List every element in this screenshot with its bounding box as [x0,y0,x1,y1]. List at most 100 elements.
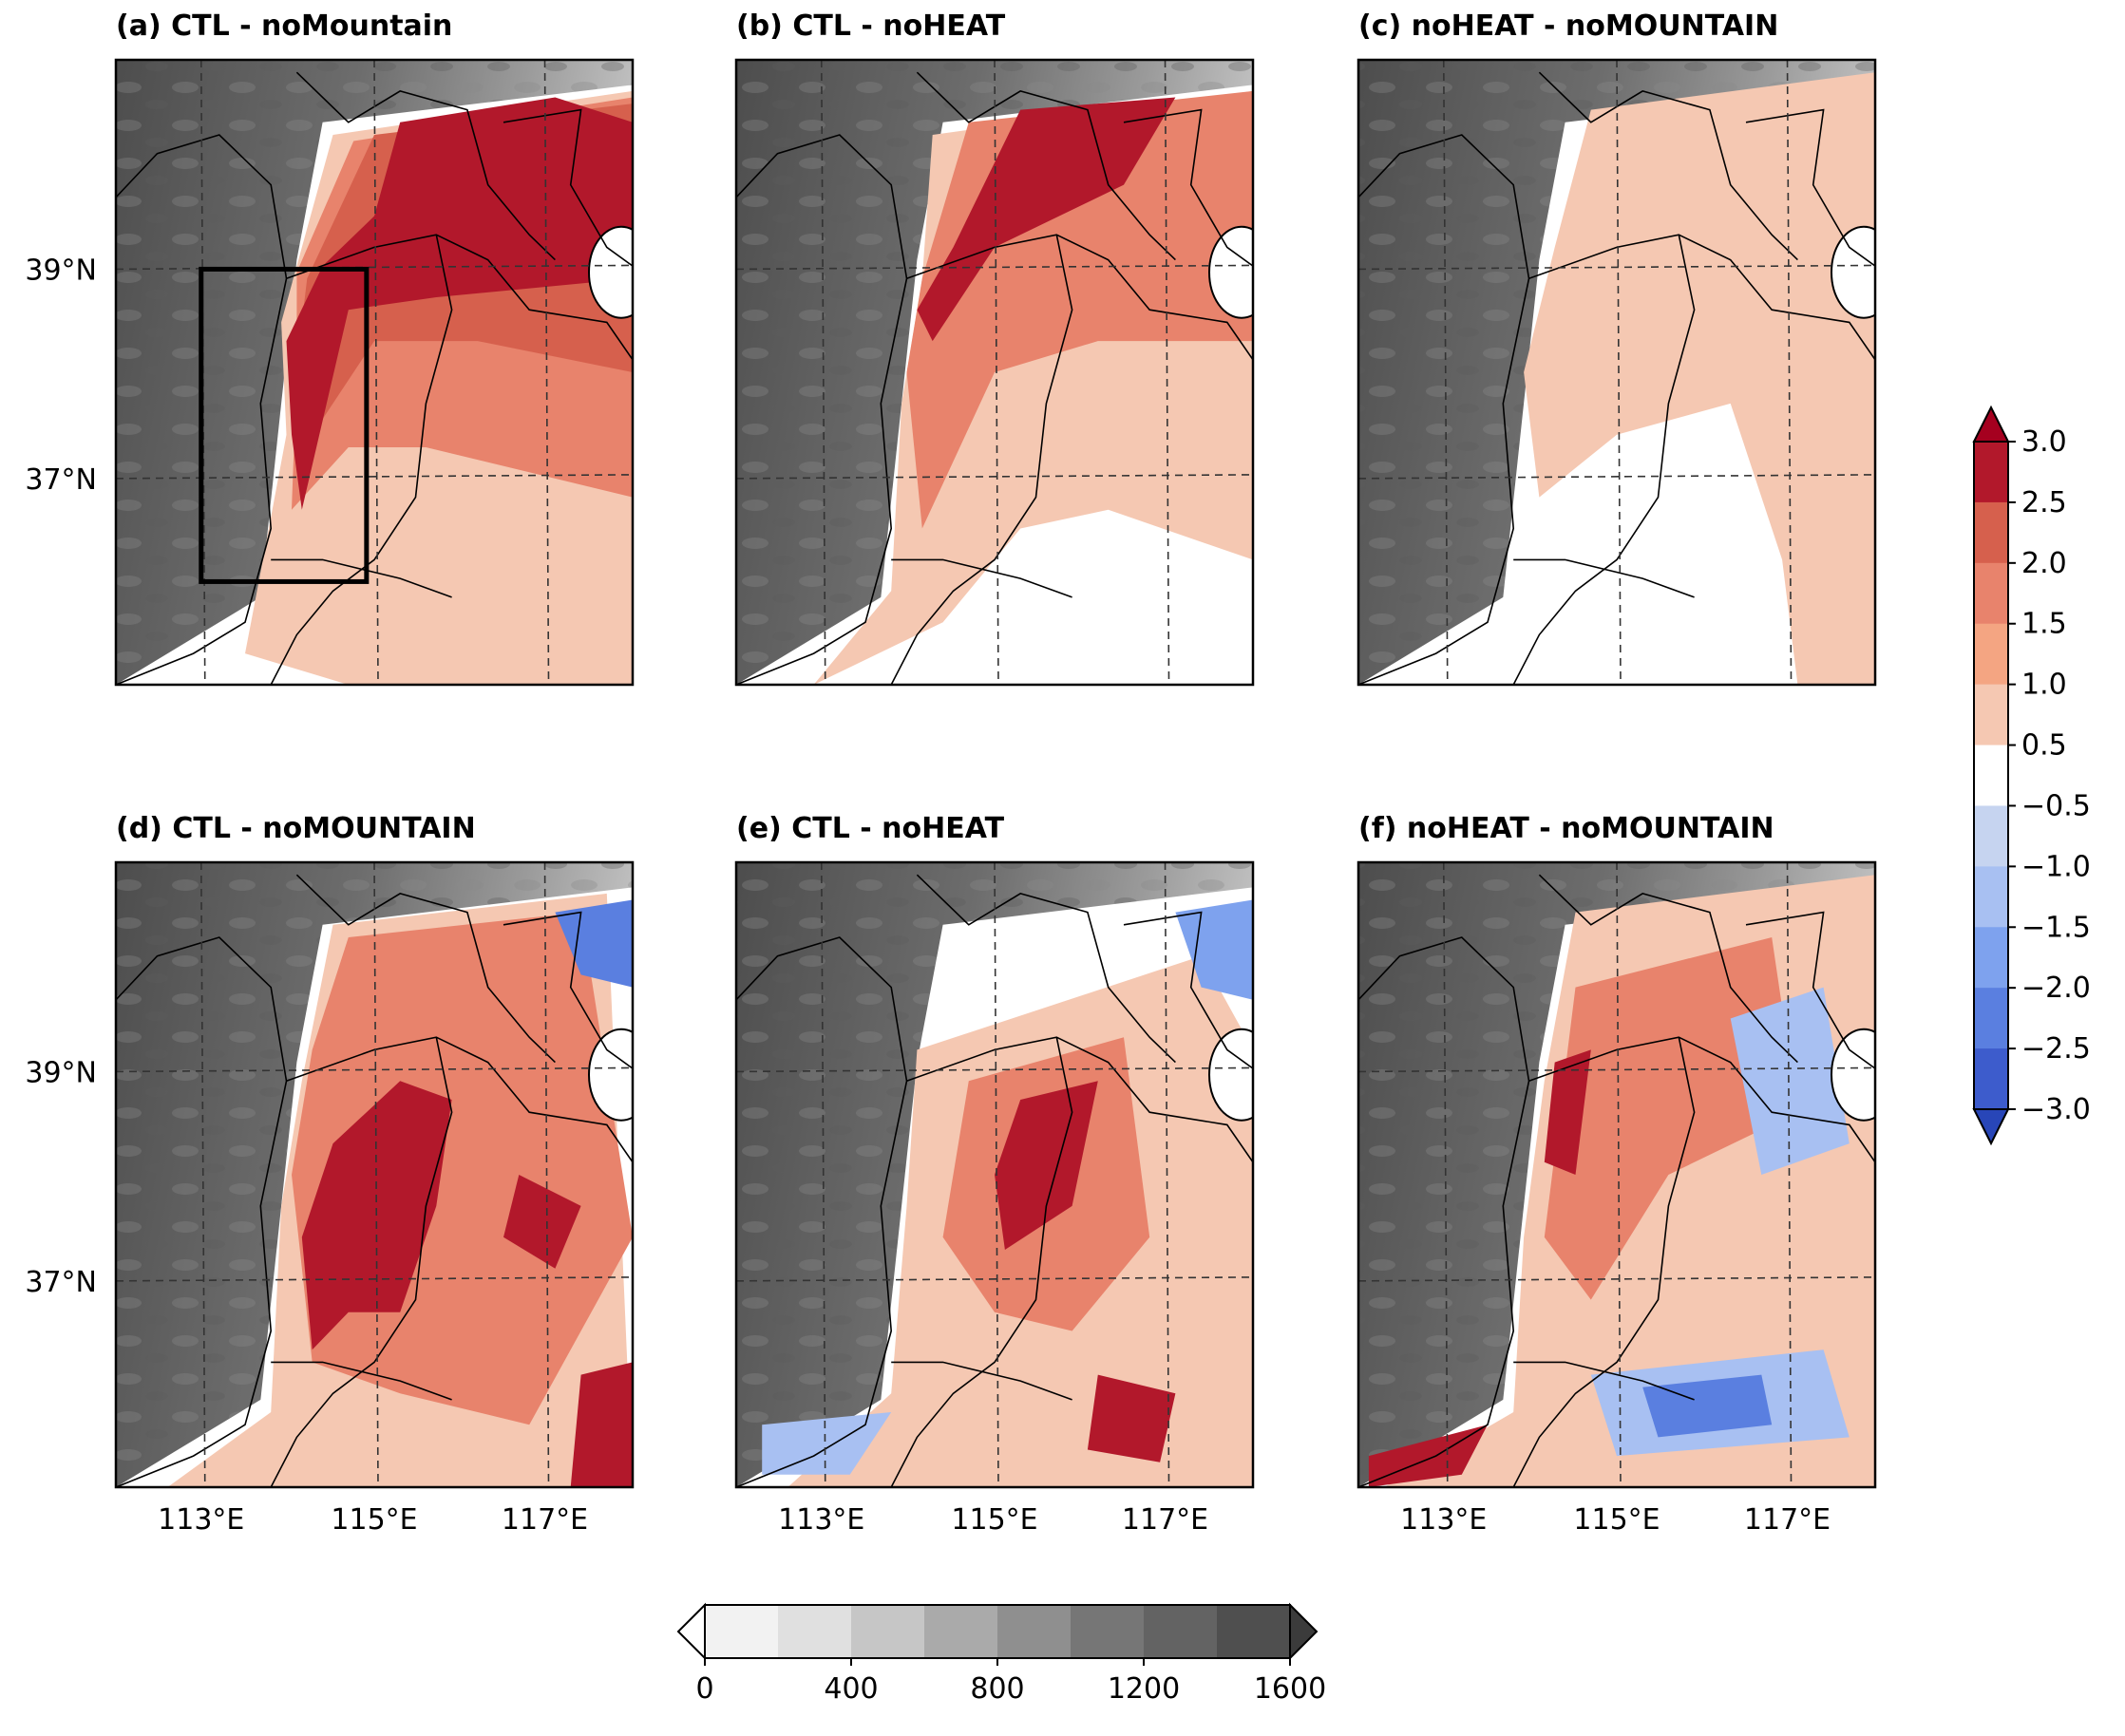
colorbar-segment [705,1605,779,1658]
anomaly-region [1544,1049,1591,1175]
province-border [1513,1361,1695,1401]
colorbar-tick-label: 800 [970,1672,1024,1706]
province-border [916,71,1176,261]
colorbar-tick-label: 0.5 [2021,729,2067,763]
panel-title: (d) CTL - noMOUNTAIN [116,812,476,845]
colorbar-extend-bottom [1972,1108,2010,1146]
province-border [503,108,633,267]
colorbar-segment [1974,927,2008,989]
province-border [270,235,453,685]
province-border [916,874,1176,1064]
colorbar-extend-right [1289,1602,1319,1661]
panel-frame [1357,58,1877,687]
colorbar-tick-label: 400 [824,1672,878,1706]
panel-title: (a) CTL - noMountain [116,9,452,43]
colorbar-tick-label: −0.5 [2021,789,2091,822]
province-border [1538,874,1798,1064]
panel-frame [114,58,635,687]
lat-gridline [116,1276,633,1282]
province-border [1358,936,1530,1487]
colorbar-segment [1974,684,2008,746]
province-border [1512,1037,1696,1487]
lat-gridline [736,474,1253,480]
lon-tick-label: 117°E [502,1503,588,1537]
anomaly-region [917,97,1176,342]
lon-gridline [820,862,826,1487]
anomaly-region [1175,899,1253,1000]
province-border [906,1036,1253,1163]
panel-title: (f) noHEAT - noMOUNTAIN [1358,812,1774,845]
province-border [116,936,288,1487]
colorbar-tick-label: −3.0 [2021,1093,2091,1126]
region-box [199,266,370,584]
lon-gridline [543,60,550,685]
colorbar-tick-label: 1200 [1108,1672,1180,1706]
panel-frame [114,860,635,1489]
colorbar-segment [1974,1048,2008,1110]
lon-gridline [1616,862,1622,1487]
colorbar-extend-left [676,1602,706,1661]
lon-gridline [994,60,999,685]
lat-tick-label: 37°N [25,463,97,497]
lon-gridline [373,60,379,685]
colorbar-segment [1974,866,2008,928]
colorbar-tick-label: 3.0 [2021,425,2067,459]
lon-tick-label: 115°E [951,1503,1037,1537]
province-border [270,1037,453,1487]
province-border [891,1361,1072,1401]
province-border [1745,911,1875,1069]
lat-tick-label: 39°N [25,254,97,287]
lon-gridline [1442,862,1449,1487]
lon-tick-label: 113°E [158,1503,244,1537]
colorbar-tick-label: 1.0 [2021,669,2067,702]
colorbar-segment [1071,1605,1145,1658]
province-border [295,874,556,1064]
anomaly-region [1642,1374,1773,1438]
lon-gridline [199,862,206,1487]
lon-gridline [1786,862,1793,1487]
colorbar-segment [1974,562,2008,625]
lon-gridline [543,862,550,1487]
province-border [1528,1036,1875,1163]
anomaly-region [555,899,633,988]
province-border [736,936,908,1487]
lon-tick-label: 117°E [1122,1503,1208,1537]
colorbar-segment [997,1605,1072,1658]
anomaly-region [570,1362,633,1487]
map-panel-b: (b) CTL - noHEAT [734,9,1255,687]
colorbar-segment [1217,1605,1291,1658]
panel-title: (b) CTL - noHEAT [736,9,1006,43]
province-border [286,1036,633,1163]
lon-gridline [1164,60,1170,685]
map-panel-a: (a) CTL - noMountain 39°N 37°N [25,9,635,687]
colorbar-frame [1973,441,2009,1110]
province-border [503,911,633,1069]
colorbar-tick-label: −2.0 [2021,972,2091,1005]
lat-gridline [1358,474,1875,480]
panel-frame [734,860,1255,1489]
colorbar-segment [1974,442,2008,503]
anomaly-region [1730,987,1850,1175]
lon-tick-label: 115°E [1573,1503,1660,1537]
colorbar-segment [1974,988,2008,1049]
colorbar-segment [1974,623,2008,686]
map-panel-f: (f) noHEAT - noMOUNTAIN 113°E 115°E 117°E [1357,812,1877,1537]
sea-outline [1208,225,1253,319]
lon-tick-label: 117°E [1744,1503,1831,1537]
colorbar-tick-label: −1.0 [2021,850,2091,883]
province-border [1512,235,1696,685]
lon-gridline [1786,60,1793,685]
province-border [286,234,633,361]
province-border [1513,558,1695,598]
lat-tick-label: 39°N [25,1056,97,1089]
colorbar-tick-label: 0 [695,1672,713,1706]
anomaly-region [995,1081,1098,1250]
colorbar-tick-label: 2.5 [2021,486,2067,519]
province-border [1538,71,1798,261]
province-border [116,134,288,685]
province-border [1745,108,1875,267]
colorbar-segment [1974,501,2008,564]
sea-outline [588,1028,633,1122]
province-border [736,134,908,685]
